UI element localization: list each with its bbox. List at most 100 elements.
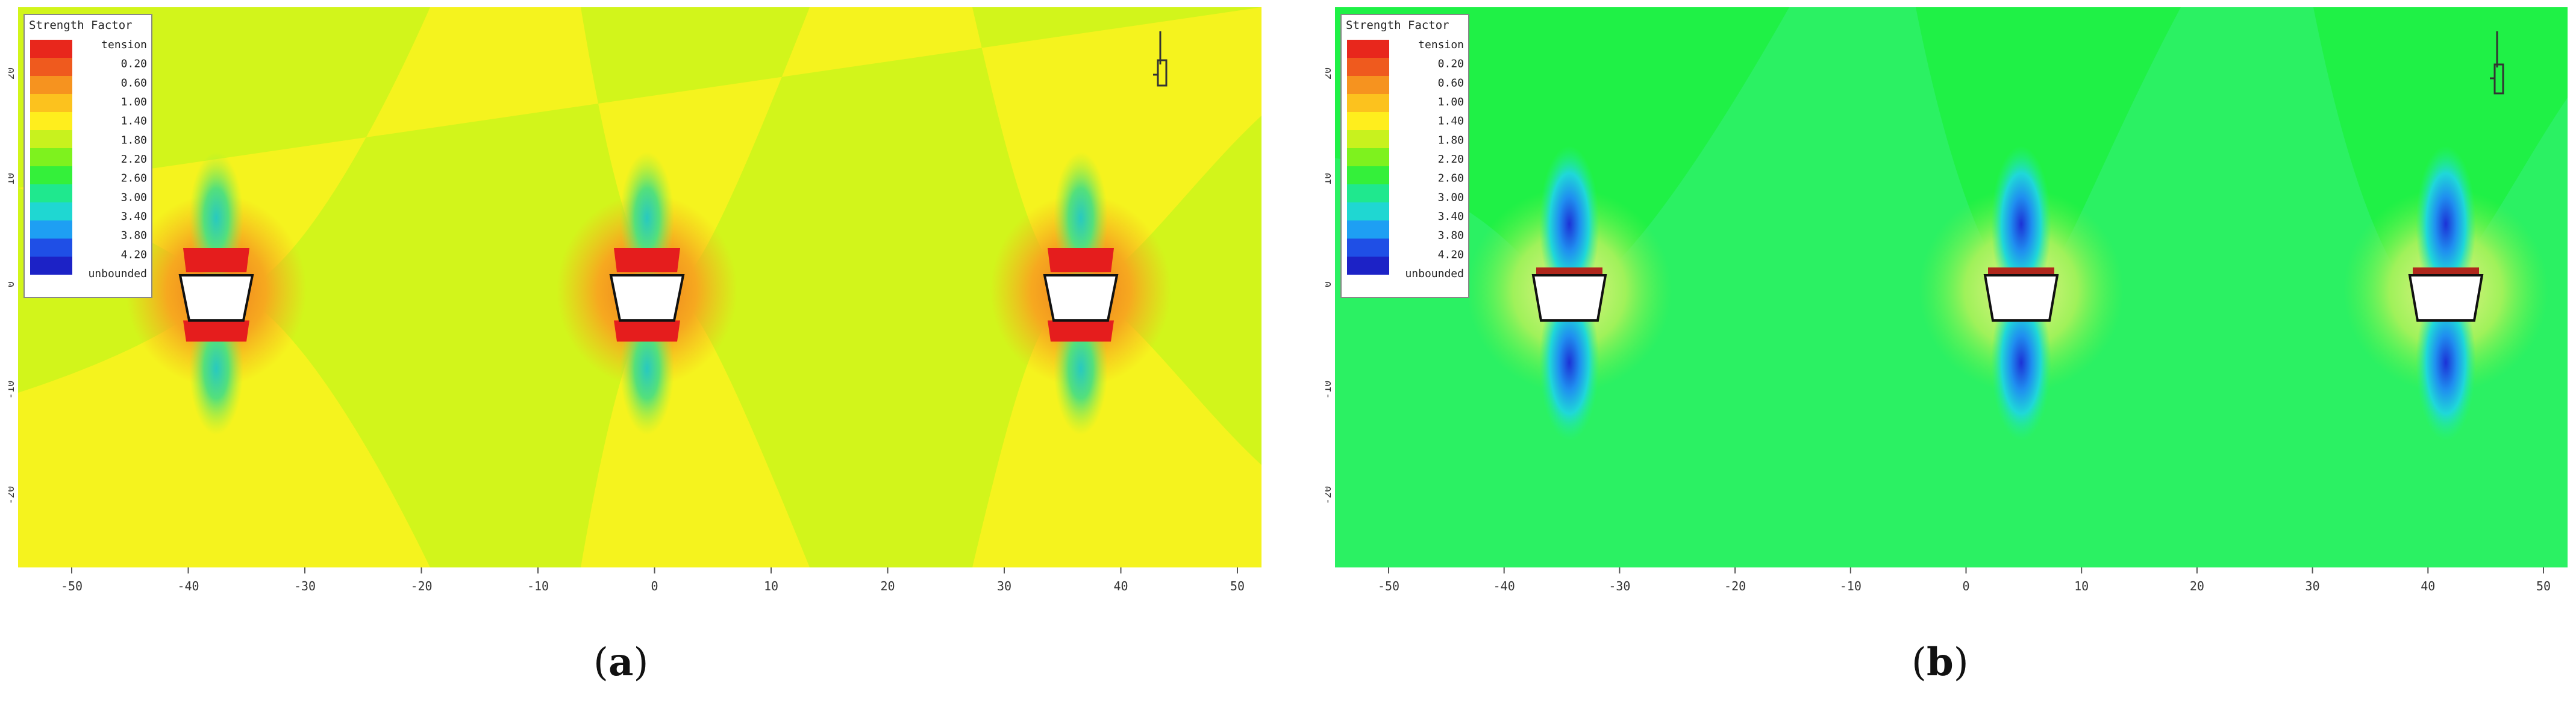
legend-swatch bbox=[30, 166, 72, 184]
x-tick-label: 20 bbox=[880, 579, 895, 593]
legend-label: 1.80 bbox=[121, 134, 147, 146]
legend-title: Strength Factor bbox=[1346, 19, 1449, 32]
strength-factor-legend: Strength Factor tension 0.20 0.60 1.00 1.40 1.… bbox=[23, 14, 152, 298]
x-axis-strip bbox=[1335, 567, 2568, 613]
x-axis-strip bbox=[18, 567, 1261, 613]
caption-b: (b) bbox=[1912, 640, 1969, 685]
legend-swatch bbox=[1347, 257, 1389, 275]
x-tick-label: 30 bbox=[2306, 579, 2320, 593]
opening-right-a bbox=[990, 152, 1171, 435]
x-tick-label: -50 bbox=[1378, 579, 1399, 593]
legend-swatch bbox=[30, 239, 72, 257]
x-tick-label: 20 bbox=[2190, 579, 2204, 593]
x-tick-label: -20 bbox=[410, 579, 432, 593]
legend-swatch bbox=[30, 58, 72, 76]
opening-right-b bbox=[2343, 146, 2548, 441]
legend-label: 1.40 bbox=[121, 115, 147, 128]
contour-plot-b: -50 -40 -30 -20 -10 0 10 20 30 40 50 20 10 0 -10 -20 S… bbox=[1325, 7, 2568, 613]
legend-label: 0.20 bbox=[121, 58, 147, 70]
x-tick-label: 0 bbox=[1962, 579, 1969, 593]
legend-swatch bbox=[30, 148, 72, 166]
panel-a-contour-plot: -50 -40 -30 -20 -10 0 10 20 30 40 50 20 10 0 -10 -20 S… bbox=[8, 7, 1261, 613]
legend-swatch bbox=[30, 112, 72, 130]
legend-swatch bbox=[30, 130, 72, 148]
legend-label: 0.60 bbox=[121, 77, 147, 89]
y-tick-label: 20 bbox=[8, 67, 17, 80]
x-tick-label: -30 bbox=[294, 579, 316, 593]
legend-swatch bbox=[1347, 239, 1389, 257]
tension-band-top bbox=[18, 7, 1261, 292]
x-axis-ticks: -50 -40 -30 -20 -10 0 10 20 30 40 50 bbox=[61, 567, 1245, 593]
x-tick-label: 50 bbox=[2536, 579, 2551, 593]
legend-swatch bbox=[1347, 166, 1389, 184]
caption-paren-close: ) bbox=[1953, 640, 1969, 685]
strength-factor-legend: Strength Factor tension 0.20 0.60 1.00 1.40 1.… bbox=[1340, 14, 1469, 298]
legend-swatch bbox=[30, 94, 72, 112]
x-tick-label: -10 bbox=[527, 579, 549, 593]
legend-label: 4.20 bbox=[1438, 248, 1464, 261]
legend-label: 4.20 bbox=[121, 248, 147, 261]
y-axis-strip bbox=[8, 7, 18, 567]
x-axis-ticks: -50 -40 -30 -20 -10 0 10 20 30 40 50 bbox=[1378, 567, 2551, 593]
y-tick-label: -20 bbox=[1325, 486, 1334, 505]
y-tick-label: 10 bbox=[1325, 173, 1334, 185]
legend-label: 2.60 bbox=[1438, 172, 1464, 185]
caption-letter: a bbox=[608, 640, 634, 685]
y-tick-label: 0 bbox=[8, 281, 17, 287]
opening-left-a bbox=[126, 152, 307, 435]
legend-title: Strength Factor bbox=[29, 19, 133, 32]
x-tick-label: -30 bbox=[1608, 579, 1630, 593]
y-tick-label: 0 bbox=[1325, 281, 1334, 287]
caption-paren-open: ( bbox=[1912, 640, 1927, 685]
legend-swatch bbox=[30, 202, 72, 220]
contour-plot-a: -50 -40 -30 -20 -10 0 10 20 30 40 50 20 10 0 -10 -20 S… bbox=[8, 7, 1261, 613]
y-axis-ticks: 20 10 0 -10 -20 bbox=[8, 67, 17, 505]
legend-swatch bbox=[30, 220, 72, 239]
legend-swatch bbox=[1347, 130, 1389, 148]
legend-label: 3.80 bbox=[121, 230, 147, 242]
legend-swatch bbox=[1347, 76, 1389, 94]
legend-label: 1.00 bbox=[1438, 96, 1464, 108]
load-arrow-icon bbox=[1153, 31, 1168, 87]
legend-swatch bbox=[1347, 220, 1389, 239]
legend-label: 3.00 bbox=[1438, 191, 1464, 204]
y-tick-label: 10 bbox=[8, 173, 17, 185]
opening-center-b bbox=[1919, 146, 2124, 441]
x-tick-label: -40 bbox=[177, 579, 199, 593]
legend-label: tension bbox=[1418, 39, 1464, 51]
legend-swatch bbox=[1347, 148, 1389, 166]
x-tick-label: 0 bbox=[651, 579, 658, 593]
y-tick-label: 20 bbox=[1325, 67, 1334, 80]
legend-swatch bbox=[1347, 184, 1389, 202]
caption-a: (a) bbox=[593, 640, 648, 685]
legend-label: 3.80 bbox=[1438, 230, 1464, 242]
legend-label: 0.20 bbox=[1438, 58, 1464, 70]
load-arrow-icon bbox=[2490, 31, 2504, 95]
legend-label: 1.00 bbox=[121, 96, 147, 108]
legend-label: 3.40 bbox=[1438, 210, 1464, 223]
opening-center-a bbox=[557, 152, 737, 435]
x-tick-label: 40 bbox=[1113, 579, 1128, 593]
x-tick-label: 10 bbox=[2074, 579, 2089, 593]
x-tick-label: 50 bbox=[1230, 579, 1245, 593]
legend-label: tension bbox=[101, 39, 147, 51]
legend-swatch bbox=[1347, 58, 1389, 76]
legend-swatch bbox=[1347, 112, 1389, 130]
y-axis-strip bbox=[1325, 7, 1335, 567]
legend-label: 3.00 bbox=[121, 191, 147, 204]
caption-paren-close: ) bbox=[633, 640, 649, 685]
legend-label: unbounded bbox=[1405, 267, 1464, 280]
legend-swatch bbox=[30, 184, 72, 202]
y-tick-label: -10 bbox=[8, 381, 17, 399]
y-axis-ticks: 20 10 0 -10 -20 bbox=[1325, 67, 1334, 505]
legend-swatch bbox=[30, 257, 72, 275]
legend-label: 1.40 bbox=[1438, 115, 1464, 128]
opening-left-b bbox=[1467, 146, 1672, 441]
legend-swatch bbox=[1347, 94, 1389, 112]
x-tick-label: 10 bbox=[764, 579, 778, 593]
x-tick-label: -40 bbox=[1493, 579, 1515, 593]
y-tick-label: -20 bbox=[8, 486, 17, 505]
legend-swatch bbox=[1347, 202, 1389, 220]
legend-label: 1.80 bbox=[1438, 134, 1464, 146]
legend-label: 2.60 bbox=[121, 172, 147, 185]
